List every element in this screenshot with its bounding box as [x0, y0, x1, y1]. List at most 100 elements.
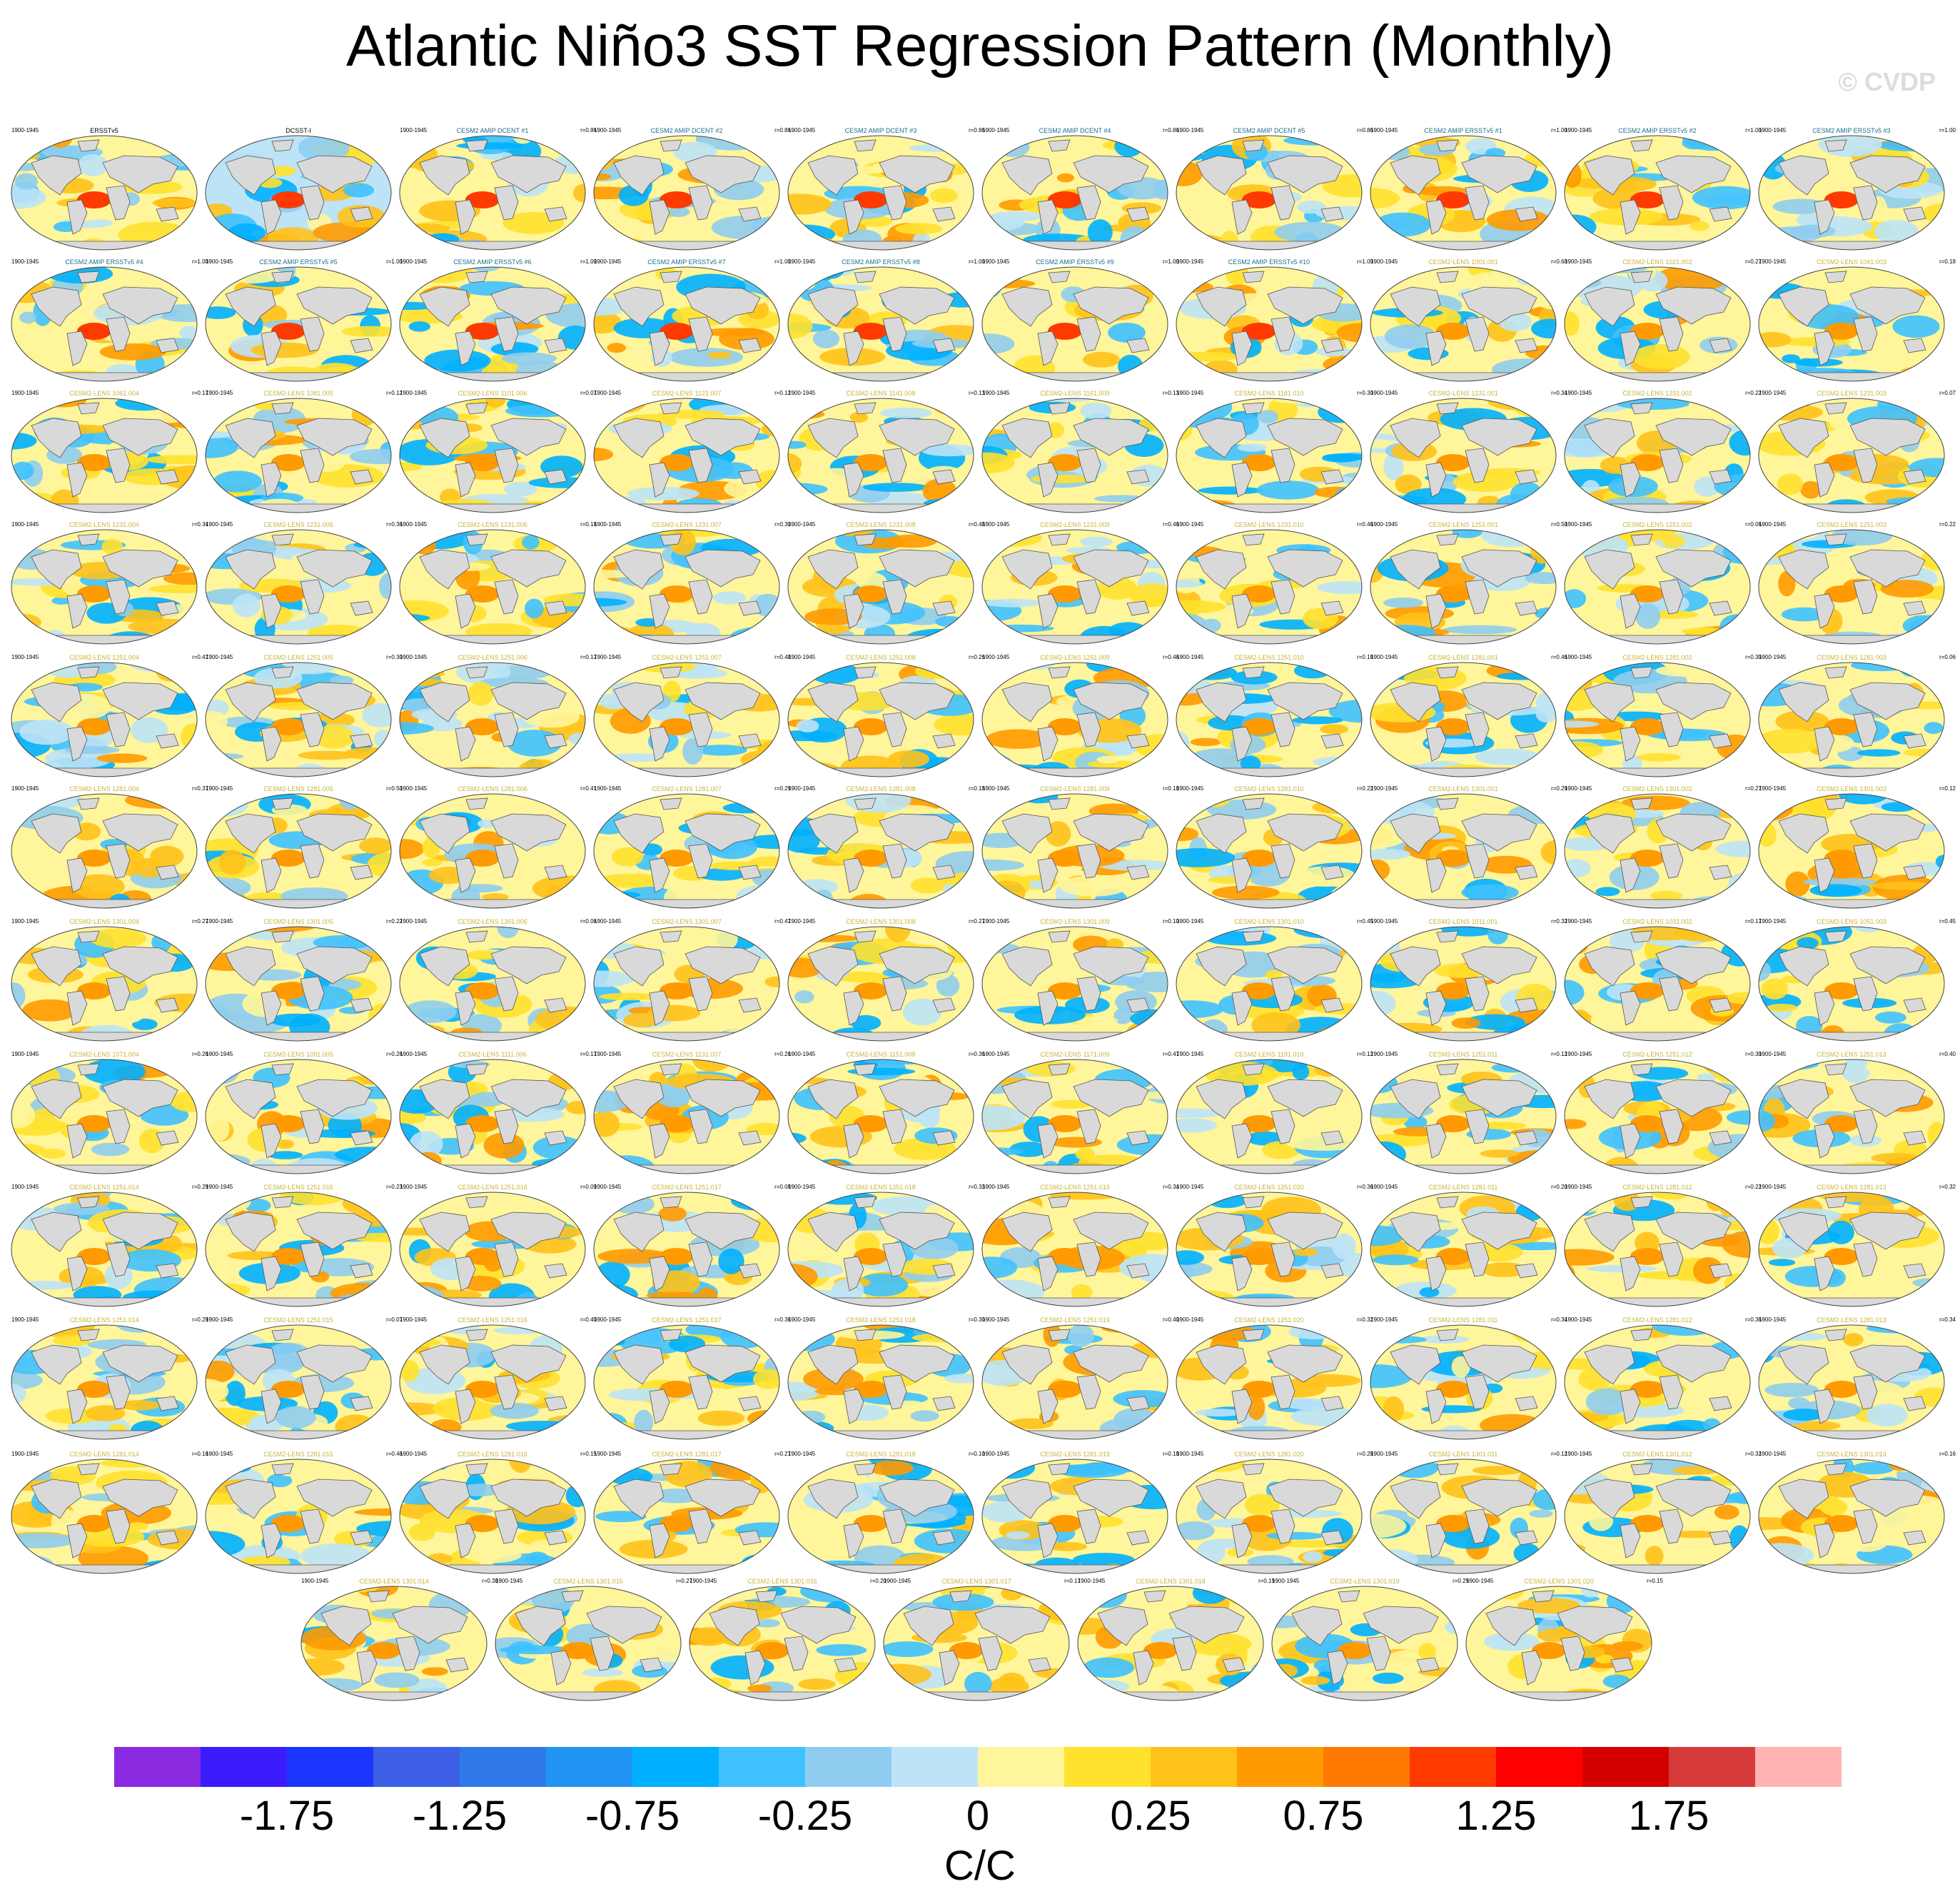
map-panel: CESM2-LENS 1051.003 1900-1945 r=0.45 [1757, 918, 1956, 1042]
panel-title: CESM2 AMIP ERSSTv5 #1 [1424, 127, 1502, 134]
panel-period: 1900-1945 [1370, 654, 1398, 660]
sst-map [593, 926, 780, 1042]
panel-title: CESM2-LENS 1251.015 [263, 1316, 333, 1324]
panel-title: CESM2 AMIP DCENT #1 [456, 127, 529, 134]
map-panel: CESM2-LENS 1161.009 1900-1945 r=0.13 [981, 390, 1179, 514]
panel-pattern-correlation: r=0.29 [192, 1184, 208, 1190]
panel-period: 1900-1945 [1272, 1578, 1300, 1584]
panel-pattern-correlation: r=1.00 [1357, 258, 1373, 265]
sst-map [1564, 1324, 1751, 1440]
map-panel: CESM2-LENS 1101.006 1900-1945 r=0.07 [398, 390, 597, 514]
panel-period: 1900-1945 [206, 521, 233, 528]
map-panel: CESM2-LENS 1231.010 1900-1945 r=0.46 [1175, 521, 1373, 645]
panel-title: CESM2-LENS 1251.016 [458, 1184, 527, 1191]
panel-pattern-correlation: r=0.12 [386, 390, 403, 396]
panel-title: CESM2-LENS 1301.003 [1817, 785, 1886, 792]
panel-title: CESM2-LENS 1231.010 [1234, 521, 1304, 528]
map-panel: CESM2-LENS 1041.003 1900-1945 r=0.18 [1757, 258, 1956, 383]
panel-pattern-correlation: r=0.06 [1939, 654, 1956, 660]
panel-period: 1900-1945 [1370, 1051, 1398, 1057]
panel-period: 1900-1945 [1176, 521, 1204, 528]
map-panel: CESM2-LENS 1301.016 1900-1945 r=0.20 [688, 1578, 886, 1702]
panel-pattern-correlation: r=1.00 [192, 258, 208, 265]
map-panel: CESM2 AMIP DCENT #5 1900-1945 r=0.86 [1175, 127, 1373, 251]
map-panel: CESM2 AMIP ERSSTv5 #4 1900-1945 r=1.00 [10, 258, 208, 383]
panel-title: CESM2 AMIP DCENT #2 [650, 127, 723, 134]
panel-pattern-correlation: r=1.00 [1745, 127, 1762, 134]
panel-title: CESM2-LENS 1281.003 [1817, 654, 1886, 661]
map-panel: CESM2-LENS 1301.001 1900-1945 r=0.29 [1369, 785, 1567, 910]
panel-period: 1900-1945 [206, 1316, 233, 1323]
colorbar-tick-label: -0.25 [757, 1793, 853, 1839]
panel-pattern-correlation: r=0.12 [774, 390, 791, 396]
panel-title: CESM2-LENS 1121.007 [652, 390, 722, 397]
panel-pattern-correlation: r=0.45 [1357, 918, 1373, 925]
panel-title: CESM2 AMIP ERSSTv5 #5 [259, 258, 338, 266]
sst-map [593, 793, 780, 909]
panel-title: CESM2-LENS 1011.001 [1428, 918, 1498, 925]
map-panel: CESM2-LENS 1251.012 1900-1945 r=0.30 [1563, 1051, 1762, 1175]
map-panel: CESM2-LENS 1231.001 1900-1945 r=0.34 [1369, 390, 1567, 514]
panel-period: 1900-1945 [788, 258, 816, 265]
panel-pattern-correlation: r=1.00 [774, 258, 791, 265]
panel-title: CESM2-LENS 1251.017 [652, 1316, 722, 1324]
panel-title: CESM2-LENS 1251.014 [69, 1184, 139, 1191]
panel-pattern-correlation: r=0.22 [1745, 390, 1762, 396]
panel-title: CESM2-LENS 1251.016 [458, 1316, 527, 1324]
sst-map [399, 1059, 586, 1174]
figure-title: Atlantic Niño3 SST Regression Pattern (M… [346, 14, 1614, 79]
panel-pattern-correlation: r=0.47 [1163, 1051, 1179, 1057]
panel-pattern-correlation: r=0.10 [969, 1451, 985, 1457]
panel-pattern-correlation: r=0.18 [1357, 654, 1373, 660]
map-panel: CESM2-LENS 1301.020 1900-1945 r=0.15 [1465, 1578, 1663, 1702]
panel-period: 1900-1945 [206, 390, 233, 396]
panel-title: CESM2-LENS 1281.008 [846, 785, 916, 792]
sst-map [981, 1324, 1168, 1440]
panel-pattern-correlation: r=0.60 [1551, 258, 1567, 265]
sst-map [1370, 1459, 1557, 1574]
panel-title: CESM2-LENS 1251.012 [1622, 1051, 1692, 1058]
panel-title: CESM2-LENS 1231.002 [1622, 390, 1692, 397]
panel-title: CESM2 AMIP ERSSTv5 #3 [1812, 127, 1891, 134]
sst-map [205, 1459, 392, 1574]
colorbar-swatch [978, 1747, 1065, 1787]
panel-title: CESM2 AMIP DCENT #4 [1039, 127, 1111, 134]
sst-map [399, 1459, 586, 1574]
panel-pattern-correlation: r=0.50 [1551, 521, 1567, 528]
panel-title: CESM2-LENS 1281.006 [458, 785, 527, 792]
sst-map [205, 662, 392, 777]
panel-pattern-correlation: r=1.00 [580, 258, 597, 265]
panel-pattern-correlation: r=0.50 [386, 785, 403, 792]
panel-pattern-correlation: r=0.34 [1939, 1316, 1956, 1323]
panel-period: 1900-1945 [982, 654, 1010, 660]
sst-map [205, 135, 392, 251]
panel-title: CESM2-LENS 1251.001 [1428, 521, 1498, 528]
panel-pattern-correlation: r=0.32 [1745, 1451, 1762, 1457]
panel-period: 1900-1945 [982, 521, 1010, 528]
map-panel: CESM2-LENS 1091.005 1900-1945 r=0.26 [204, 1051, 403, 1175]
panel-period: 1900-1945 [594, 918, 622, 925]
sst-map [1370, 529, 1557, 645]
panel-pattern-correlation: r=0.27 [774, 1451, 791, 1457]
panel-title: CESM2-LENS 1171.009 [1040, 1051, 1110, 1058]
panel-period: 1900-1945 [594, 127, 622, 134]
panel-pattern-correlation: r=0.34 [192, 521, 208, 528]
map-panel: CESM2-LENS 1071.004 1900-1945 r=0.26 [10, 1051, 208, 1175]
panel-period: 1900-1945 [206, 654, 233, 660]
panel-pattern-correlation: r=0.34 [1551, 1316, 1567, 1323]
map-panel: CESM2-LENS 1031.002 1900-1945 r=0.17 [1563, 918, 1762, 1042]
map-panel: CESM2-LENS 1011.001 1900-1945 r=0.32 [1369, 918, 1567, 1042]
panel-title: ERSSTv5 [90, 127, 118, 134]
panel-period: 1900-1945 [1176, 1451, 1204, 1457]
panel-period: 1900-1945 [1565, 1184, 1592, 1190]
sst-map [399, 135, 586, 251]
panel-title: CESM2 AMIP ERSSTv5 #6 [453, 258, 532, 266]
panel-period: 1900-1945 [1759, 785, 1787, 792]
panel-pattern-correlation: r=0.10 [1163, 918, 1179, 925]
panel-pattern-correlation: r=0.47 [192, 654, 208, 660]
map-panel: CESM2-LENS 1281.001 1900-1945 r=0.46 [1369, 654, 1567, 778]
sst-map [399, 662, 586, 777]
panel-title: CESM2-LENS 1061.004 [69, 390, 139, 397]
sst-map [787, 793, 974, 909]
panel-period: 1900-1945 [400, 127, 428, 134]
